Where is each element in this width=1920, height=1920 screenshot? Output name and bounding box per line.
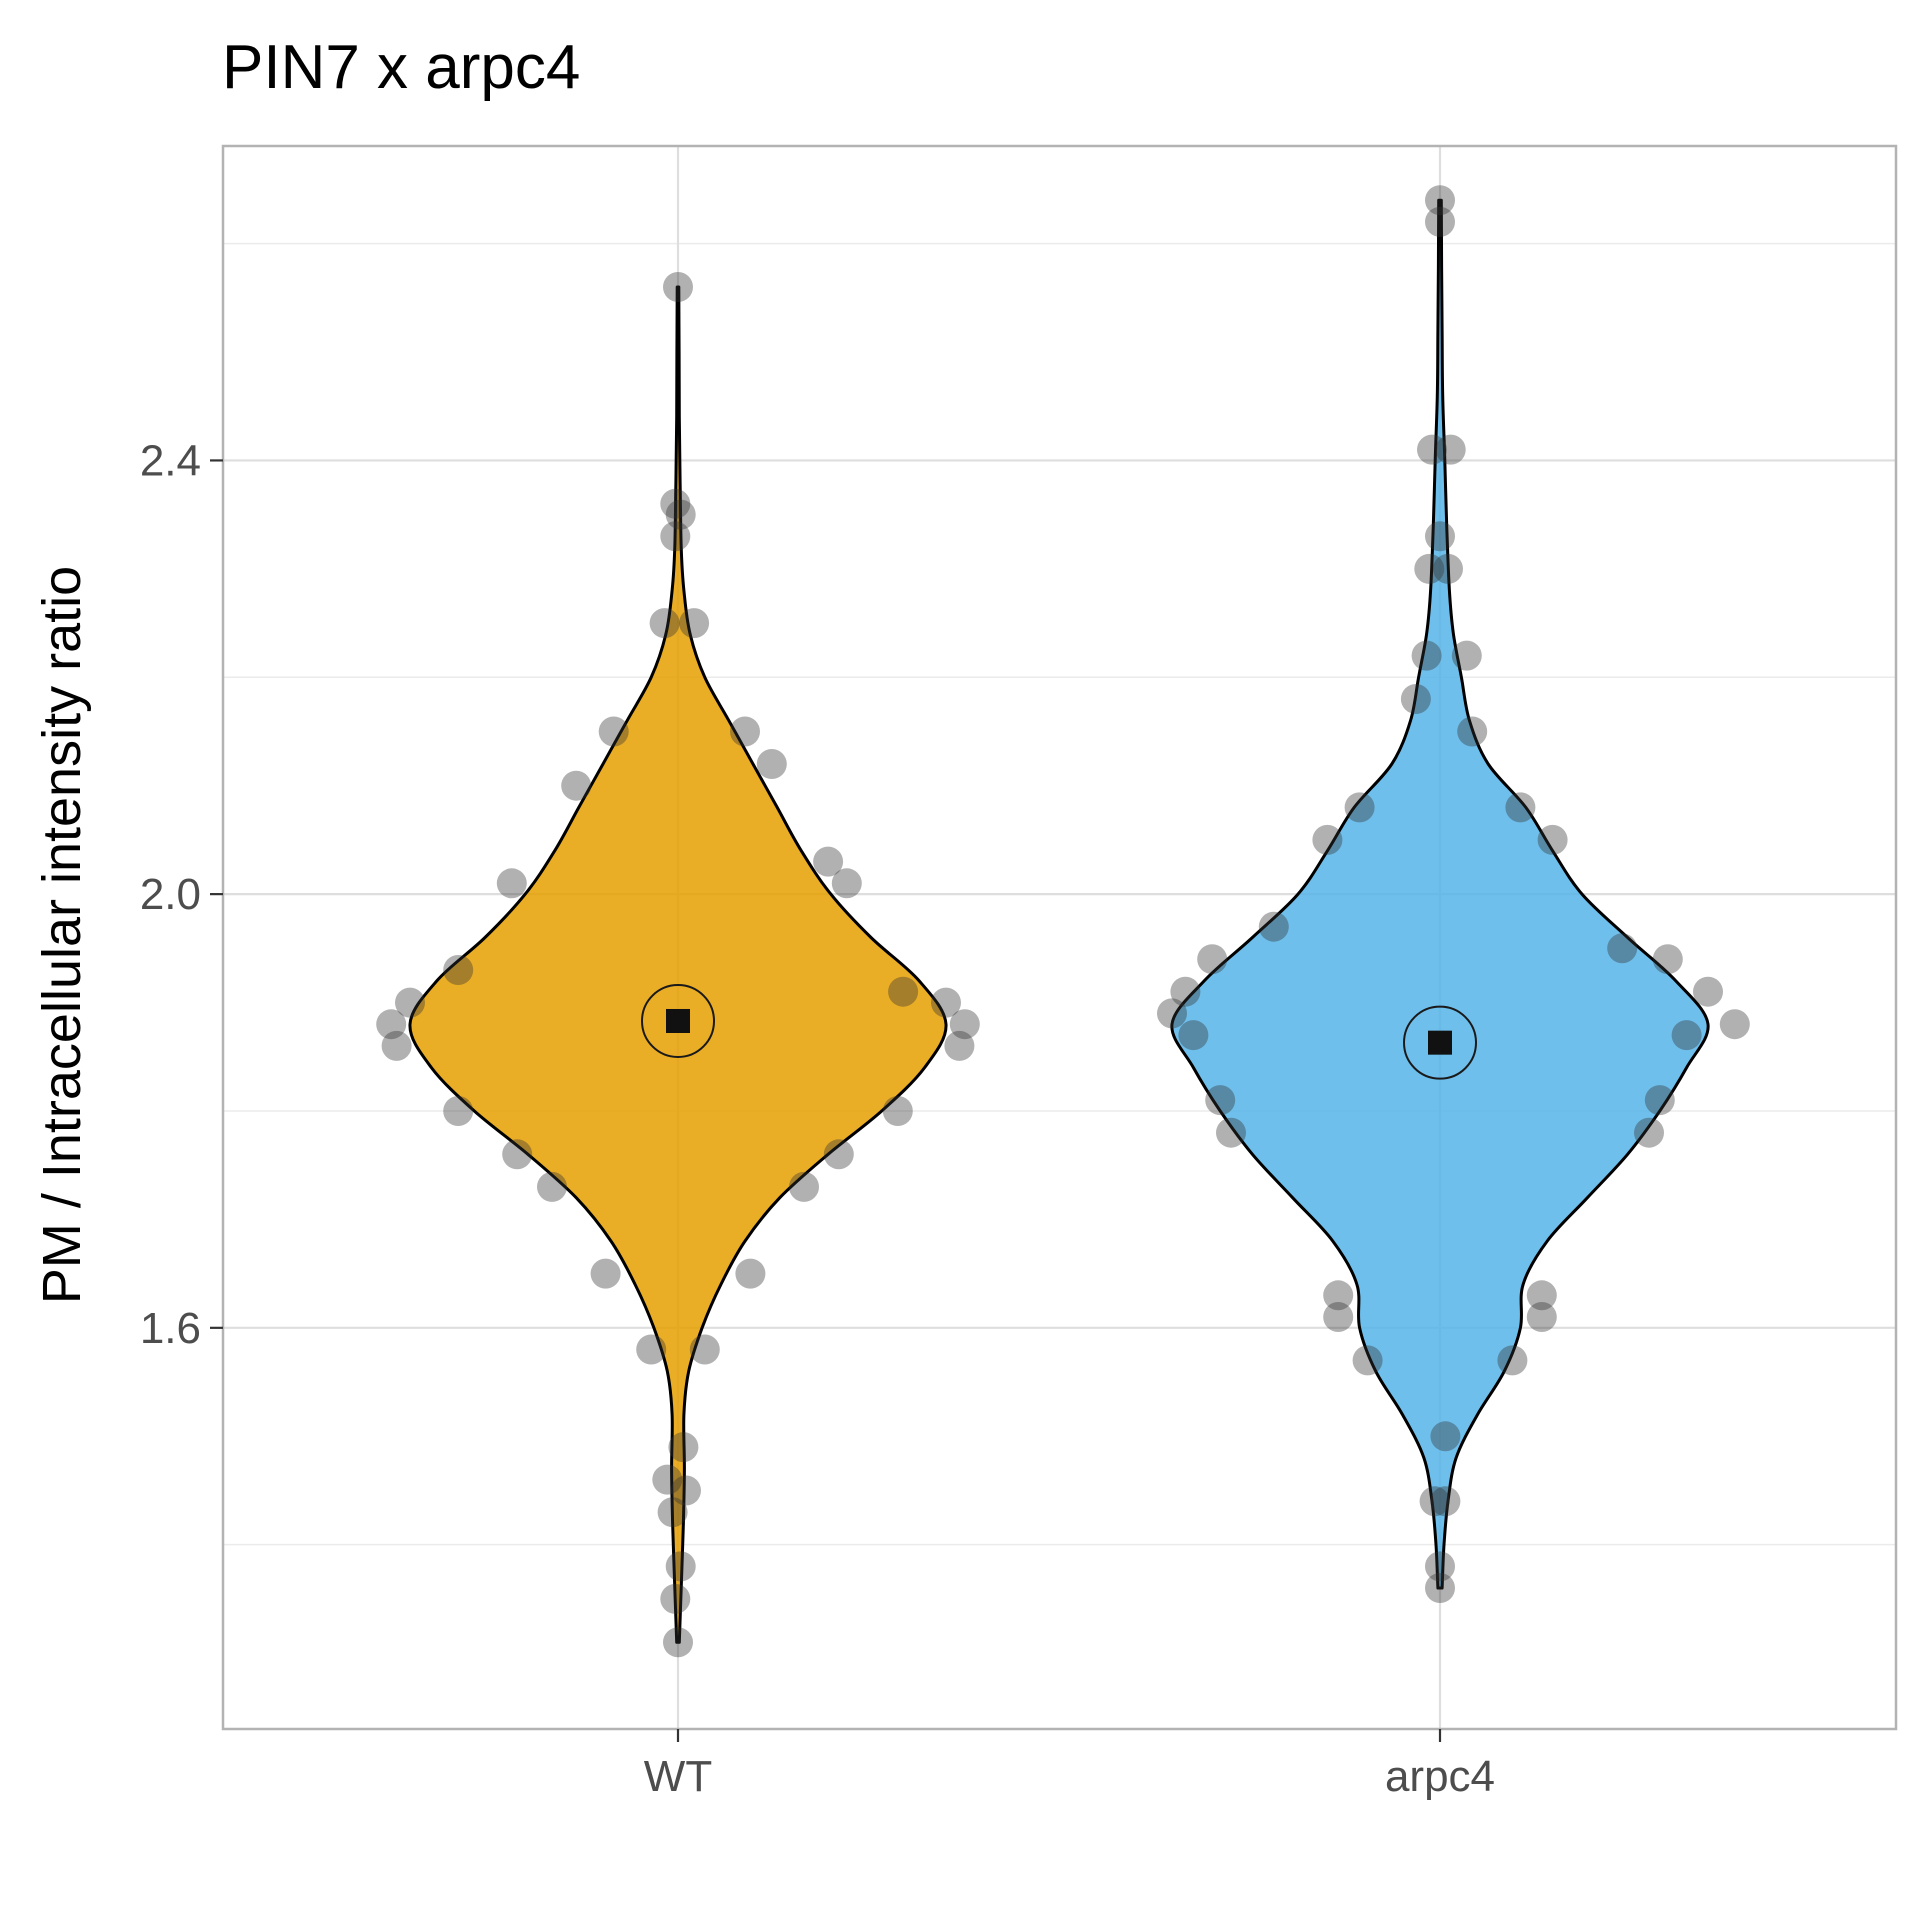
- y-tick-label: 2.4: [140, 436, 201, 485]
- data-point: [376, 1009, 407, 1040]
- data-points: [376, 185, 1750, 1658]
- axes: 1.6 2.0 2.4 WT arpc4: [140, 436, 1495, 1801]
- data-point: [735, 1258, 766, 1289]
- y-axis-title: PM / Intracellular intensity ratio: [32, 566, 92, 1304]
- data-point: [1419, 1486, 1450, 1517]
- data-point: [663, 272, 693, 302]
- data-point: [1671, 1020, 1702, 1051]
- data-point: [443, 1096, 474, 1126]
- data-point: [1433, 553, 1463, 584]
- violin-arpc4: [1170, 198, 1710, 1590]
- data-point: [1323, 1280, 1354, 1311]
- data-point: [649, 608, 680, 639]
- data-point: [1205, 1085, 1236, 1116]
- data-point: [1216, 1117, 1246, 1148]
- data-point: [1652, 944, 1683, 975]
- data-point: [1352, 1345, 1383, 1376]
- data-point: [813, 846, 844, 877]
- data-point: [502, 1139, 533, 1170]
- data-point: [1411, 640, 1442, 671]
- data-point: [668, 1432, 699, 1463]
- data-point: [1497, 1345, 1528, 1376]
- y-tick-label: 2.0: [140, 870, 201, 919]
- data-point: [660, 488, 691, 519]
- data-point: [657, 1497, 688, 1528]
- data-point: [1425, 521, 1455, 552]
- data-point: [663, 1627, 693, 1658]
- mean-ring-arpc4: [1403, 1005, 1477, 1080]
- mean-square-WT: [666, 1008, 690, 1033]
- data-point: [1451, 640, 1482, 671]
- data-point: [1505, 792, 1536, 823]
- data-point: [1693, 976, 1723, 1007]
- data-point: [1425, 185, 1455, 216]
- data-point: [831, 868, 862, 899]
- data-point: [395, 987, 425, 1018]
- data-point: [665, 1551, 696, 1582]
- data-point: [1417, 434, 1447, 465]
- data-point: [689, 1334, 720, 1365]
- data-point: [671, 1475, 701, 1506]
- mean-square-arpc4: [1428, 1030, 1452, 1055]
- data-point: [1526, 1280, 1557, 1311]
- data-point: [561, 770, 592, 801]
- data-point: [665, 499, 696, 530]
- data-point: [1178, 1020, 1209, 1051]
- chart-title: PIN7 x arpc4: [222, 33, 580, 102]
- x-tick-label: arpc4: [1385, 1752, 1495, 1801]
- data-point: [660, 521, 691, 552]
- data-point: [1435, 434, 1466, 465]
- data-point: [1526, 1302, 1557, 1332]
- data-point: [882, 1096, 913, 1126]
- data-point: [537, 1171, 567, 1202]
- data-point: [660, 1583, 691, 1614]
- data-point: [1644, 1085, 1675, 1116]
- x-tick-label: WT: [644, 1752, 712, 1801]
- violins: [408, 198, 1710, 1644]
- plot-panel-border: [221, 144, 1898, 1731]
- data-point: [730, 716, 760, 747]
- mean-ring-WT: [641, 983, 715, 1058]
- data-point: [496, 868, 527, 899]
- data-point: [1537, 824, 1568, 855]
- data-point: [949, 1009, 980, 1040]
- mean-markers: [641, 983, 1477, 1080]
- data-point: [1414, 553, 1445, 584]
- data-point: [756, 749, 787, 779]
- data-point: [381, 1030, 412, 1061]
- data-point: [1197, 944, 1228, 975]
- data-point: [636, 1334, 667, 1365]
- data-point: [1400, 684, 1431, 714]
- data-point: [1719, 1009, 1750, 1040]
- data-point: [1258, 911, 1289, 942]
- data-point: [598, 716, 629, 747]
- data-point: [823, 1139, 854, 1170]
- data-point: [1607, 933, 1638, 964]
- data-point: [443, 955, 474, 985]
- violin-WT: [408, 285, 948, 1644]
- data-point: [1425, 1573, 1455, 1603]
- data-point: [944, 1030, 975, 1061]
- data-point: [590, 1258, 621, 1289]
- y-tick-label: 1.6: [140, 1304, 201, 1353]
- data-point: [1312, 824, 1343, 855]
- data-point: [679, 608, 710, 639]
- data-point: [1634, 1117, 1664, 1148]
- data-point: [1425, 206, 1455, 237]
- data-point: [1430, 1486, 1461, 1517]
- data-point: [789, 1171, 819, 1202]
- data-point: [931, 987, 961, 1018]
- data-point: [652, 1464, 683, 1495]
- data-point: [1430, 1421, 1461, 1452]
- data-point: [1323, 1302, 1354, 1332]
- data-point: [888, 976, 919, 1007]
- data-point: [1170, 976, 1201, 1007]
- data-point: [1425, 1551, 1455, 1582]
- data-point: [1157, 998, 1187, 1029]
- data-point: [1344, 792, 1375, 823]
- data-point: [1457, 716, 1488, 747]
- plot-panel: [223, 146, 1896, 1729]
